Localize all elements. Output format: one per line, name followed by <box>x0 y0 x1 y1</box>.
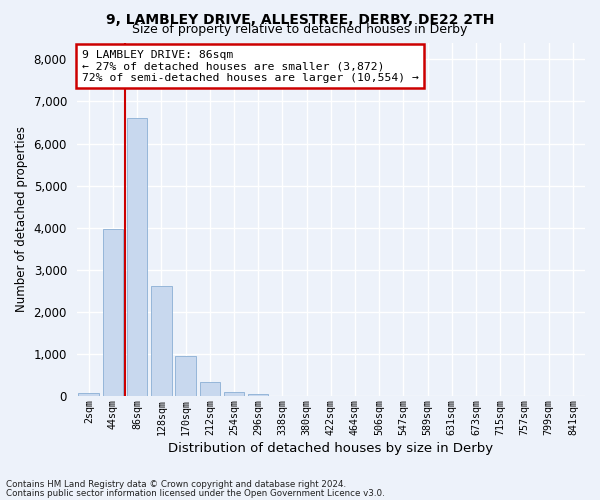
Text: Contains HM Land Registry data © Crown copyright and database right 2024.: Contains HM Land Registry data © Crown c… <box>6 480 346 489</box>
Y-axis label: Number of detached properties: Number of detached properties <box>15 126 28 312</box>
Bar <box>103 228 123 396</box>
X-axis label: Distribution of detached houses by size in Derby: Distribution of detached houses by size … <box>168 442 493 455</box>
Bar <box>224 392 244 396</box>
Text: 9 LAMBLEY DRIVE: 86sqm
← 27% of detached houses are smaller (3,872)
72% of semi-: 9 LAMBLEY DRIVE: 86sqm ← 27% of detached… <box>82 50 419 83</box>
Bar <box>248 394 268 396</box>
Text: 9, LAMBLEY DRIVE, ALLESTREE, DERBY, DE22 2TH: 9, LAMBLEY DRIVE, ALLESTREE, DERBY, DE22… <box>106 12 494 26</box>
Bar <box>175 356 196 397</box>
Text: Contains public sector information licensed under the Open Government Licence v3: Contains public sector information licen… <box>6 488 385 498</box>
Bar <box>127 118 148 396</box>
Text: Size of property relative to detached houses in Derby: Size of property relative to detached ho… <box>133 22 467 36</box>
Bar <box>79 394 99 396</box>
Bar <box>200 382 220 396</box>
Bar <box>151 286 172 397</box>
